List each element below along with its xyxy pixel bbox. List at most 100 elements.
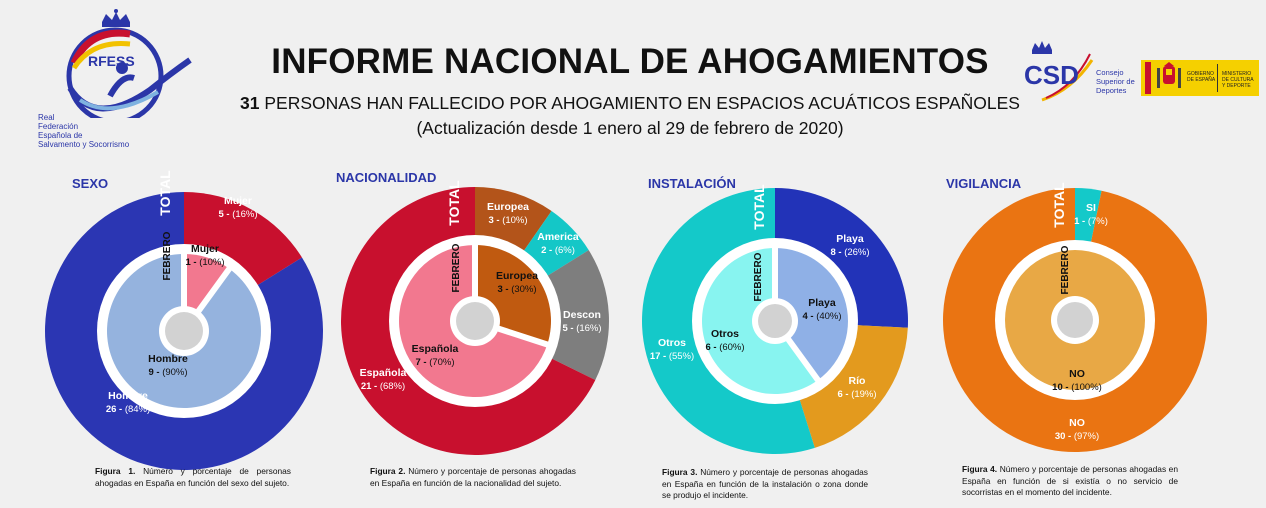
page-subtitle: 31 PERSONAS HAN FALLECIDO POR AHOGAMIENT… bbox=[160, 93, 1100, 114]
febrero-category-label: NO bbox=[1069, 368, 1085, 380]
total-value: 6 - bbox=[837, 389, 851, 400]
febrero-vertical-label: FEBRERO bbox=[753, 252, 764, 301]
rfess-name-line: Española de bbox=[38, 131, 83, 140]
gobierno-line: DE ESPAÑA bbox=[1187, 77, 1216, 83]
caption-text: Número y porcentaje de personas ahogadas… bbox=[370, 466, 576, 488]
total-percent: (68%) bbox=[380, 381, 405, 392]
figure-caption-4: Figura 4. Número y porcentaje de persona… bbox=[962, 464, 1178, 499]
febrero-value: 3 - bbox=[497, 284, 511, 295]
total-value-label: 2 - (6%) bbox=[541, 245, 575, 256]
febrero-value-label: 1 - (10%) bbox=[185, 257, 224, 268]
ministerio-line: MINISTERIO bbox=[1222, 71, 1252, 77]
total-percent: (7%) bbox=[1088, 216, 1108, 227]
caption-text: Número y porcentaje de personas ahogadas… bbox=[95, 466, 291, 488]
spain-flag-icon bbox=[1145, 62, 1151, 94]
csd-letters: CSD bbox=[1024, 60, 1079, 90]
febrero-percent: (60%) bbox=[719, 342, 744, 353]
gobierno-text: GOBIERNO DE ESPAÑA bbox=[1187, 71, 1215, 83]
total-value-label: 30 - (97%) bbox=[1055, 431, 1099, 442]
caption-text: Número y porcentaje de personas ahogadas… bbox=[962, 464, 1179, 497]
total-value: 17 - bbox=[650, 351, 669, 362]
caption-label: Figura 2. bbox=[370, 466, 406, 476]
page-title: INFORME NACIONAL DE AHOGAMIENTOS bbox=[271, 42, 989, 81]
total-category-label: SI bbox=[1086, 202, 1096, 214]
csd-name-line: Consejo bbox=[1096, 68, 1124, 77]
febrero-value-label: 3 - (30%) bbox=[497, 284, 536, 295]
center-hole bbox=[456, 302, 494, 340]
total-vertical-label: TOTAL bbox=[1051, 182, 1067, 228]
swimmer-icon bbox=[107, 62, 135, 98]
total-percent: (97%) bbox=[1074, 431, 1099, 442]
febrero-percent: (40%) bbox=[816, 311, 841, 322]
total-category-label: Mujer bbox=[224, 195, 252, 207]
febrero-value: 6 - bbox=[705, 342, 719, 353]
total-value: 3 - bbox=[488, 215, 502, 226]
total-category-label: NO bbox=[1069, 417, 1085, 429]
total-percent: (19%) bbox=[851, 389, 876, 400]
total-value: 21 - bbox=[361, 381, 380, 392]
total-percent: (16%) bbox=[232, 209, 257, 220]
total-value: 5 - bbox=[562, 323, 576, 334]
center-hole bbox=[165, 312, 203, 350]
febrero-value-label: 6 - (60%) bbox=[705, 342, 744, 353]
total-value-label: 26 - (84%) bbox=[106, 404, 150, 415]
coat-of-arms-icon bbox=[1157, 62, 1181, 88]
total-value-label: 17 - (55%) bbox=[650, 351, 694, 362]
total-category-label: Hombre bbox=[108, 390, 148, 402]
febrero-value: 10 - bbox=[1052, 382, 1071, 393]
section-title-sexo: SEXO bbox=[72, 176, 109, 191]
total-value-label: 3 - (10%) bbox=[488, 215, 527, 226]
caption-label: Figura 1. bbox=[95, 466, 136, 476]
section-title-instalacion: INSTALACIÓN bbox=[648, 176, 736, 191]
febrero-percent: (70%) bbox=[429, 357, 454, 368]
total-value-label: 21 - (68%) bbox=[361, 381, 405, 392]
update-period: (Actualización desde 1 enero al 29 de fe… bbox=[416, 118, 844, 138]
febrero-percent: (30%) bbox=[511, 284, 536, 295]
total-category-label: America bbox=[537, 231, 579, 243]
febrero-value-label: 4 - (40%) bbox=[802, 311, 841, 322]
caption-text: Número y porcentaje de personas ahogadas… bbox=[662, 467, 868, 500]
total-value: 5 - bbox=[218, 209, 232, 220]
center-hole bbox=[1057, 302, 1093, 338]
figure-caption-2: Figura 2. Número y porcentaje de persona… bbox=[370, 466, 576, 489]
rfess-name: Real Federación Española de Salvamento y… bbox=[38, 113, 129, 149]
febrero-category-label: Otros bbox=[711, 328, 739, 340]
total-value: 1 - bbox=[1074, 216, 1088, 227]
febrero-category-label: Europea bbox=[496, 270, 538, 282]
csd-logo: CSD bbox=[1024, 41, 1094, 102]
febrero-category-label: Playa bbox=[808, 297, 836, 309]
total-value-label: 6 - (19%) bbox=[837, 389, 876, 400]
figure-caption-1: Figura 1. Número y porcentaje de persona… bbox=[95, 466, 291, 489]
rfess-logo: RFESS bbox=[66, 9, 192, 118]
febrero-category-label: Mujer bbox=[191, 243, 219, 255]
total-value-label: 5 - (16%) bbox=[218, 209, 257, 220]
crown-icon bbox=[102, 9, 130, 27]
gobierno-line: GOBIERNO bbox=[1187, 71, 1214, 77]
total-value: 8 - bbox=[830, 247, 844, 258]
febrero-category-label: Española bbox=[412, 343, 459, 355]
csd-name-line: Superior de bbox=[1096, 77, 1135, 86]
ministerio-line: DE CULTURA bbox=[1222, 77, 1254, 83]
total-value-label: 5 - (16%) bbox=[562, 323, 601, 334]
total-category-label: Española bbox=[360, 367, 407, 379]
total-vertical-label: TOTAL bbox=[157, 170, 173, 216]
febrero-percent: (10%) bbox=[199, 257, 224, 268]
logo-divider bbox=[1217, 64, 1218, 92]
febrero-category-label: Hombre bbox=[148, 353, 188, 365]
total-percent: (10%) bbox=[502, 215, 527, 226]
csd-name: Consejo Superior de Deportes bbox=[1096, 68, 1135, 95]
section-title-nacionalidad: NACIONALIDAD bbox=[336, 170, 437, 185]
total-percent: (26%) bbox=[844, 247, 869, 258]
total-percent: (55%) bbox=[669, 351, 694, 362]
febrero-slice bbox=[775, 248, 848, 381]
total-value: 26 - bbox=[106, 404, 125, 415]
total-percent: (84%) bbox=[125, 404, 150, 415]
rfess-name-line: Federación bbox=[38, 122, 79, 131]
febrero-percent: (100%) bbox=[1071, 382, 1102, 393]
febrero-value: 4 - bbox=[802, 311, 816, 322]
total-category-label: Europea bbox=[487, 201, 529, 213]
febrero-value-label: 10 - (100%) bbox=[1052, 382, 1102, 393]
total-vertical-label: TOTAL bbox=[751, 184, 767, 230]
subtitle-count: 31 bbox=[240, 93, 260, 113]
